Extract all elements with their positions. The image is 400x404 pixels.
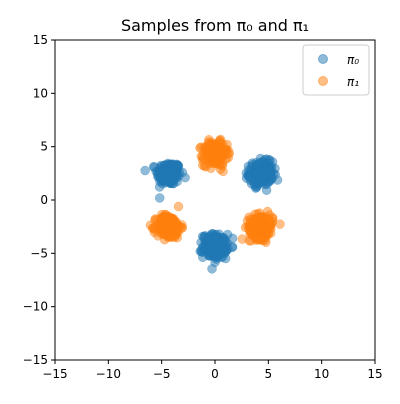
data-point-series-0 [161, 171, 172, 182]
data-point-series-0 [249, 167, 260, 178]
data-point-series-0 [259, 167, 269, 178]
data-point-series-0 [227, 242, 237, 253]
x-tick-label: 10 [314, 367, 329, 381]
data-point-series-0 [207, 264, 217, 274]
data-point-series-1 [171, 224, 182, 234]
x-tick-label: −5 [153, 367, 171, 381]
data-point-series-0 [174, 171, 184, 181]
data-point-series-1 [201, 144, 211, 154]
data-point-series-0 [261, 185, 272, 195]
data-point-series-1 [248, 214, 258, 224]
data-point-series-1 [267, 213, 278, 224]
data-point-series-0 [155, 166, 166, 177]
x-tick-label: −15 [42, 367, 67, 381]
x-tick-label: 15 [367, 367, 382, 381]
data-point-series-0 [208, 245, 219, 256]
data-point-series-1 [251, 232, 262, 243]
y-tick-label: −10 [23, 300, 48, 314]
data-point-series-1 [164, 214, 175, 225]
data-point-series-1 [275, 219, 285, 229]
legend-label: π₀ [347, 53, 359, 67]
data-point-series-0 [250, 183, 261, 193]
legend-marker [318, 76, 328, 86]
data-point-series-1 [237, 234, 248, 244]
x-tick-label: 0 [211, 367, 219, 381]
y-tick-label: −5 [30, 246, 48, 260]
legend-marker [318, 54, 328, 64]
legend-box [302, 44, 370, 96]
data-point-series-0 [264, 155, 275, 166]
data-point-series-0 [199, 232, 209, 243]
ticks-layer: −15 −10 −5 0 5 10 15 −15 −10 −5 0 5 10 15 [23, 33, 383, 381]
data-point-series-1 [217, 151, 227, 161]
data-point-series-1 [173, 201, 184, 212]
legend-label: π₁ [347, 75, 359, 89]
y-tick-label: 5 [40, 140, 48, 154]
data-point-series-0 [154, 182, 165, 192]
y-tick-label: −15 [23, 353, 48, 367]
data-point-series-0 [272, 175, 283, 185]
chart-title: Samples from π₀ and π₁ [121, 16, 309, 35]
y-tick-label: 0 [40, 193, 48, 207]
x-tick-label: 5 [265, 367, 273, 381]
points-layer [140, 134, 285, 274]
x-tick-label: −10 [96, 367, 121, 381]
y-tick-label: 15 [33, 33, 48, 47]
legend: π₀ π₁ [302, 44, 370, 96]
y-tick-label: 10 [33, 86, 48, 100]
data-point-series-1 [217, 160, 228, 171]
data-point-series-0 [154, 193, 165, 203]
data-point-series-1 [223, 145, 233, 155]
data-point-series-0 [140, 165, 150, 176]
